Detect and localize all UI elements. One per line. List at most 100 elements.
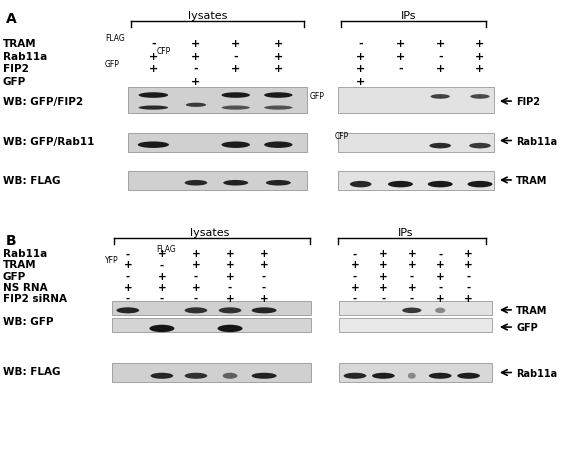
Text: -: -	[151, 39, 156, 49]
Text: +: +	[260, 249, 269, 259]
Text: +: +	[396, 39, 405, 49]
Text: +: +	[356, 76, 365, 87]
Text: A: A	[6, 12, 16, 25]
Ellipse shape	[222, 142, 250, 149]
Text: -: -	[194, 271, 198, 281]
Text: -: -	[160, 293, 164, 303]
Text: +: +	[225, 249, 235, 259]
Text: FLAG: FLAG	[105, 34, 125, 44]
Bar	[128, 133, 307, 153]
Text: +: +	[356, 64, 365, 74]
Text: -: -	[262, 271, 266, 281]
Text: -: -	[126, 249, 130, 259]
Text: GFP: GFP	[105, 59, 120, 69]
Ellipse shape	[252, 373, 277, 379]
Text: +: +	[464, 260, 473, 270]
Text: IPs: IPs	[401, 11, 417, 21]
Text: +: +	[464, 293, 473, 303]
Bar	[338, 88, 494, 113]
Text: +: +	[407, 249, 416, 259]
Ellipse shape	[223, 373, 237, 379]
Text: NS RNA: NS RNA	[3, 282, 48, 292]
Bar	[112, 318, 311, 332]
Ellipse shape	[435, 308, 445, 313]
Ellipse shape	[149, 325, 174, 332]
Text: TRAM: TRAM	[516, 175, 548, 186]
Text: +: +	[191, 76, 201, 87]
Text: YFP: YFP	[105, 255, 119, 264]
Ellipse shape	[222, 93, 250, 99]
Text: +: +	[436, 39, 445, 49]
Text: GFP: GFP	[3, 271, 26, 281]
Ellipse shape	[402, 308, 421, 313]
Text: +: +	[475, 64, 485, 74]
Ellipse shape	[116, 307, 139, 314]
Ellipse shape	[264, 93, 293, 99]
Text: -: -	[126, 271, 130, 281]
Text: -: -	[438, 282, 442, 292]
Ellipse shape	[388, 181, 413, 188]
Bar	[128, 171, 307, 191]
Text: -: -	[438, 51, 442, 62]
Text: -: -	[194, 293, 198, 303]
Bar	[112, 301, 311, 315]
Text: -: -	[353, 271, 357, 281]
Ellipse shape	[139, 93, 168, 99]
Ellipse shape	[469, 144, 491, 149]
Ellipse shape	[186, 103, 206, 108]
Text: +: +	[191, 51, 201, 62]
Text: -: -	[194, 64, 198, 74]
Text: Rab11a: Rab11a	[516, 368, 557, 378]
Text: +: +	[379, 271, 388, 281]
Text: WB: FLAG: WB: FLAG	[3, 175, 60, 186]
Text: -: -	[353, 249, 357, 259]
Text: +: +	[464, 249, 473, 259]
Ellipse shape	[344, 373, 366, 379]
Ellipse shape	[185, 373, 207, 379]
Text: +: +	[436, 260, 445, 270]
Text: +: +	[260, 293, 269, 303]
Text: +: +	[191, 249, 201, 259]
Text: +: +	[407, 282, 416, 292]
Text: +: +	[123, 282, 132, 292]
Text: +: +	[149, 64, 158, 74]
Text: -: -	[358, 39, 363, 49]
Ellipse shape	[350, 181, 371, 188]
Text: +: +	[260, 260, 269, 270]
Ellipse shape	[266, 181, 291, 186]
Text: +: +	[350, 260, 360, 270]
Text: B: B	[6, 234, 16, 248]
Bar	[339, 318, 492, 332]
Text: +: +	[274, 39, 283, 49]
Text: +: +	[274, 51, 283, 62]
Text: IPs: IPs	[398, 227, 414, 238]
Ellipse shape	[264, 106, 293, 110]
Text: TRAM: TRAM	[516, 305, 548, 315]
Text: +: +	[475, 39, 485, 49]
Text: FIP2: FIP2	[516, 97, 540, 107]
Text: TRAM: TRAM	[3, 260, 36, 270]
Text: +: +	[191, 282, 201, 292]
Ellipse shape	[408, 373, 416, 379]
Text: -: -	[466, 271, 471, 281]
Text: GFP: GFP	[310, 92, 324, 101]
Ellipse shape	[219, 307, 241, 314]
Text: WB: GFP/FIP2: WB: GFP/FIP2	[3, 97, 83, 107]
Text: Rab11a: Rab11a	[3, 51, 47, 62]
Ellipse shape	[457, 373, 480, 379]
Ellipse shape	[470, 95, 490, 100]
Text: Rab11a: Rab11a	[3, 249, 47, 259]
Ellipse shape	[185, 307, 207, 314]
Text: -: -	[410, 293, 414, 303]
Text: GFP: GFP	[3, 76, 26, 87]
Ellipse shape	[223, 181, 248, 186]
Text: +: +	[191, 260, 201, 270]
Text: -: -	[228, 282, 232, 292]
Text: WB: GFP: WB: GFP	[3, 317, 53, 327]
Text: WB: FLAG: WB: FLAG	[3, 366, 60, 376]
Text: +: +	[436, 271, 445, 281]
Text: +: +	[225, 293, 235, 303]
Bar	[339, 363, 492, 382]
Text: +: +	[379, 260, 388, 270]
Text: +: +	[379, 282, 388, 292]
